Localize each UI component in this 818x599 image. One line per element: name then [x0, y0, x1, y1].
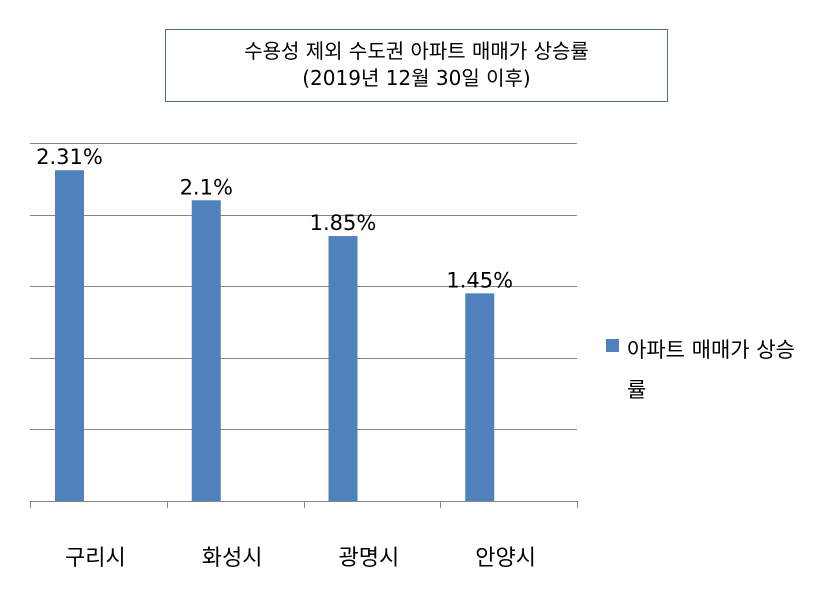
legend: 아파트 매매가 상승률 [606, 330, 797, 410]
chart-title-line-2: (2019년 12월 30일 이후) [302, 66, 531, 90]
category-label: 구리시 [65, 546, 126, 571]
data-label: 2.31% [36, 145, 103, 169]
legend-swatch [606, 339, 619, 352]
bar [191, 200, 221, 501]
data-label: 1.45% [446, 268, 513, 292]
bar [465, 293, 495, 501]
category-label: 광명시 [339, 546, 400, 571]
data-label: 2.1% [180, 175, 233, 199]
category-label: 안양시 [475, 546, 536, 571]
chart-title-box: 수용성 제외 수도권 아파트 매매가 상승률 (2019년 12월 30일 이후… [165, 29, 668, 102]
category-label: 화성시 [202, 546, 263, 571]
bar [328, 236, 358, 501]
data-label: 1.85% [310, 211, 377, 235]
bar [55, 170, 84, 501]
legend-label: 아파트 매매가 상승률 [627, 338, 795, 402]
chart-title-line-1: 수용성 제외 수도권 아파트 매매가 상승률 [244, 39, 589, 63]
